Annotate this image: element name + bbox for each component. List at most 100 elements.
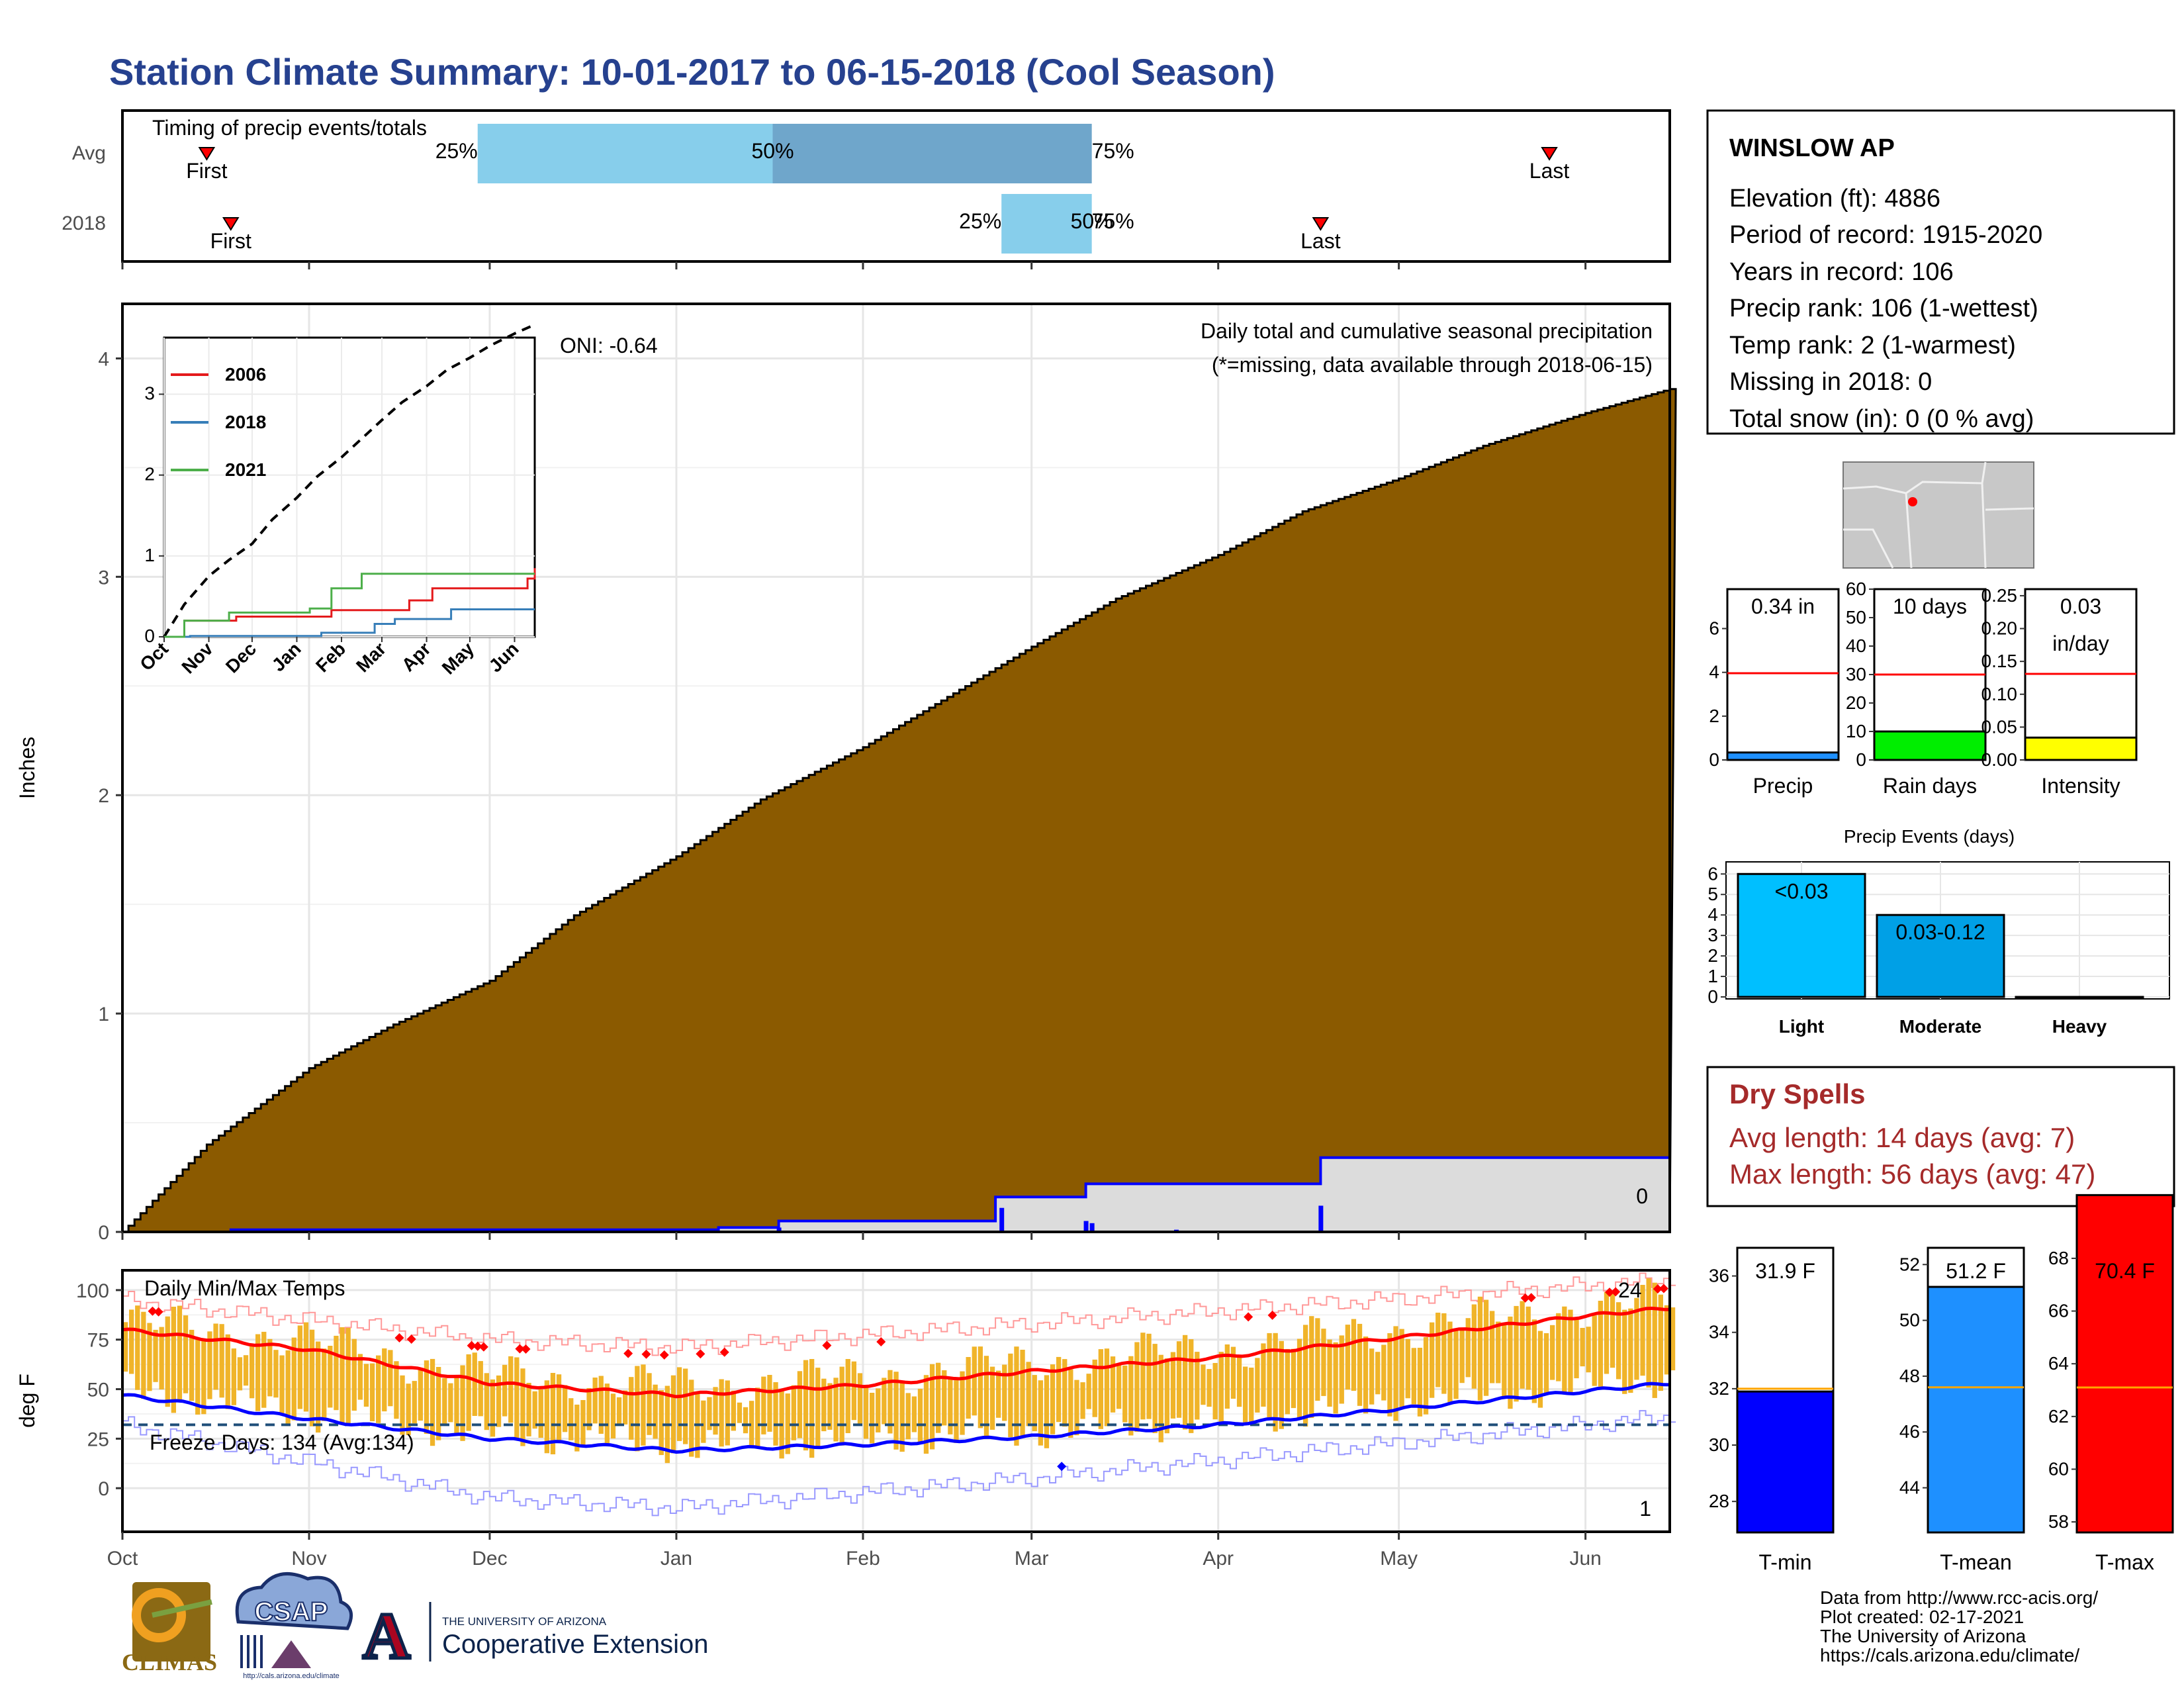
events-bar-label: <0.03: [1775, 879, 1829, 903]
mini-ytick-label: 60: [1846, 579, 1866, 599]
climas-wordmark: CLIMAS: [122, 1649, 217, 1675]
daily-temp-bar: [1502, 1324, 1507, 1399]
temp-bar-label: T-min: [1759, 1550, 1812, 1574]
temp-bar-ytick-label: 62: [2048, 1406, 2069, 1427]
daily-temp-bar: [514, 1357, 520, 1440]
daily-temp-bar: [1459, 1328, 1465, 1383]
daily-temp-bar: [1201, 1364, 1206, 1405]
record-high-marker: [406, 1334, 416, 1344]
timing-label: Timing of precip events/totals: [152, 116, 427, 140]
daily-temp-bar: [1026, 1362, 1031, 1427]
station-line-temp-rank: Temp rank: 2 (1-warmest): [1729, 332, 2016, 359]
mini-ytick-label: 0: [1856, 749, 1866, 770]
timing-pct-50-2018: 50%: [1071, 209, 1113, 233]
daily-temp-bar: [1122, 1365, 1128, 1423]
daily-temp-bar: [1236, 1356, 1242, 1407]
daily-temp-bar: [960, 1371, 965, 1435]
timing-label-first-2018: First: [210, 229, 251, 253]
daily-temp-bar: [406, 1383, 411, 1435]
footer-credits: Data from http://www.rcc-acis.org/ Plot …: [1820, 1587, 2098, 1665]
daily-temp-bar: [153, 1329, 158, 1382]
daily-temp-bar: [273, 1350, 279, 1398]
mini-ytick-label: 4: [1709, 662, 1719, 682]
events-bar-moderate: [1876, 914, 2005, 998]
daily-temp-bar: [1002, 1364, 1007, 1421]
record-low-marker: [1057, 1462, 1067, 1472]
daily-temp-bar: [1652, 1282, 1657, 1398]
events-ytick-label: 5: [1707, 884, 1718, 904]
mini-ytick-label: 30: [1846, 664, 1866, 684]
avg-max-line: [122, 1306, 1670, 1399]
daily-temp-bar: [629, 1377, 634, 1440]
csap-logo: CSAP http://cals.arizona.edu/climate: [235, 1571, 353, 1680]
daily-temp-bar: [569, 1398, 574, 1440]
daily-temp-bar: [1267, 1333, 1272, 1418]
daily-temp-bar: [550, 1373, 556, 1454]
daily-temp-bar: [297, 1325, 302, 1409]
dry-spells-max: Max length: 56 days (avg: 47): [1729, 1158, 2095, 1190]
inset-ytick-label: 0: [144, 626, 155, 646]
daily-precip-bar: [776, 1227, 782, 1232]
daily-temp-bar: [598, 1376, 604, 1434]
climas-logo: CLIMAS: [122, 1582, 217, 1675]
daily-temp-bar: [948, 1379, 953, 1434]
daily-temp-bar: [863, 1386, 869, 1439]
record-high-marker: [1244, 1312, 1253, 1322]
daily-temp-bar: [532, 1391, 537, 1429]
daily-temp-bar: [171, 1307, 176, 1413]
temp-ytick-label: 75: [87, 1330, 109, 1352]
daily-temp-bar: [430, 1358, 435, 1446]
timing-bar-25-50-avg: [477, 124, 773, 183]
main-subtitle: Daily total and cumulative seasonal prec…: [1201, 319, 1653, 343]
daily-temp-bar: [1556, 1313, 1561, 1382]
temp-bar-ytick-label: 60: [2048, 1458, 2069, 1479]
daily-temp-bar: [1531, 1319, 1537, 1403]
daily-temp-bar: [237, 1357, 243, 1391]
daily-temp-bar: [340, 1327, 345, 1423]
daily-temp-bar: [1062, 1359, 1068, 1427]
daily-temp-bar: [1375, 1352, 1381, 1395]
daily-temp-bar: [345, 1328, 351, 1425]
daily-temp-bar: [1568, 1309, 1573, 1393]
daily-temp-bar: [1453, 1329, 1459, 1399]
daily-temp-bar: [250, 1344, 255, 1399]
daily-temp-bar: [544, 1380, 549, 1454]
daily-temp-bar: [201, 1339, 206, 1415]
temp-xtick-label: May: [1380, 1548, 1418, 1570]
station-line-precip-rank: Precip rank: 106 (1-wettest): [1729, 295, 2038, 322]
daily-temp-bar: [1543, 1333, 1549, 1395]
footer-line-university: The University of Arizona: [1820, 1626, 2026, 1646]
daily-temp-bar: [322, 1348, 327, 1421]
daily-temp-bar: [917, 1389, 923, 1442]
ua-small-text: THE UNIVERSITY OF ARIZONA: [442, 1615, 607, 1628]
temp-xtick-label: Dec: [472, 1548, 507, 1570]
daily-temp-bar: [1249, 1368, 1254, 1425]
daily-temp-bar: [1399, 1329, 1404, 1409]
timing-pct-25-2018: 25%: [959, 209, 1001, 233]
inset-line-2021: [164, 573, 535, 638]
daily-temp-bar: [580, 1400, 586, 1447]
daily-temp-bar: [460, 1365, 465, 1441]
main-ytick-label: 2: [98, 785, 109, 807]
daily-temp-bar: [827, 1383, 833, 1430]
daily-temp-bar: [183, 1315, 189, 1393]
temp-bar-ytick-label: 64: [2048, 1353, 2069, 1374]
daily-temp-bar: [1056, 1356, 1062, 1423]
timing-pct-75-2018: 75%: [1092, 209, 1134, 233]
daily-temp-bar: [243, 1355, 249, 1386]
daily-temp-bar: [689, 1380, 694, 1457]
daily-temp-bar: [1520, 1301, 1525, 1389]
daily-temp-bar: [448, 1383, 453, 1423]
daily-temp-bar: [424, 1360, 430, 1434]
daily-temp-bar: [484, 1373, 489, 1430]
daily-temp-bar: [966, 1357, 971, 1419]
timing-marker-last-2018: [1312, 217, 1330, 231]
daily-temp-bar: [556, 1374, 562, 1441]
temp-bar-ytick-label: 50: [1899, 1310, 1920, 1331]
daily-temp-bar: [659, 1390, 664, 1456]
daily-temp-bar: [1514, 1305, 1519, 1402]
mini-chart-bar: [1726, 751, 1840, 761]
timing-row-2018: 2018: [62, 212, 106, 234]
daily-temp-bar: [490, 1379, 496, 1437]
temp-bar-ytick-label: 48: [1899, 1366, 1920, 1386]
